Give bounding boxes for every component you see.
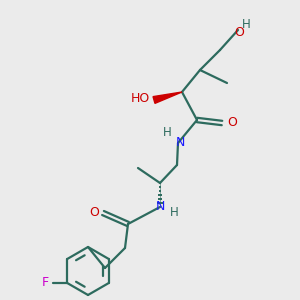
Text: O: O <box>234 26 244 40</box>
Text: N: N <box>175 136 185 149</box>
Text: N: N <box>155 200 165 214</box>
Text: F: F <box>42 277 49 290</box>
Polygon shape <box>153 92 182 103</box>
Text: H: H <box>242 19 250 32</box>
Text: HO: HO <box>130 92 150 106</box>
Text: O: O <box>89 206 99 218</box>
Text: H: H <box>163 127 171 140</box>
Text: O: O <box>227 116 237 130</box>
Text: H: H <box>169 206 178 218</box>
